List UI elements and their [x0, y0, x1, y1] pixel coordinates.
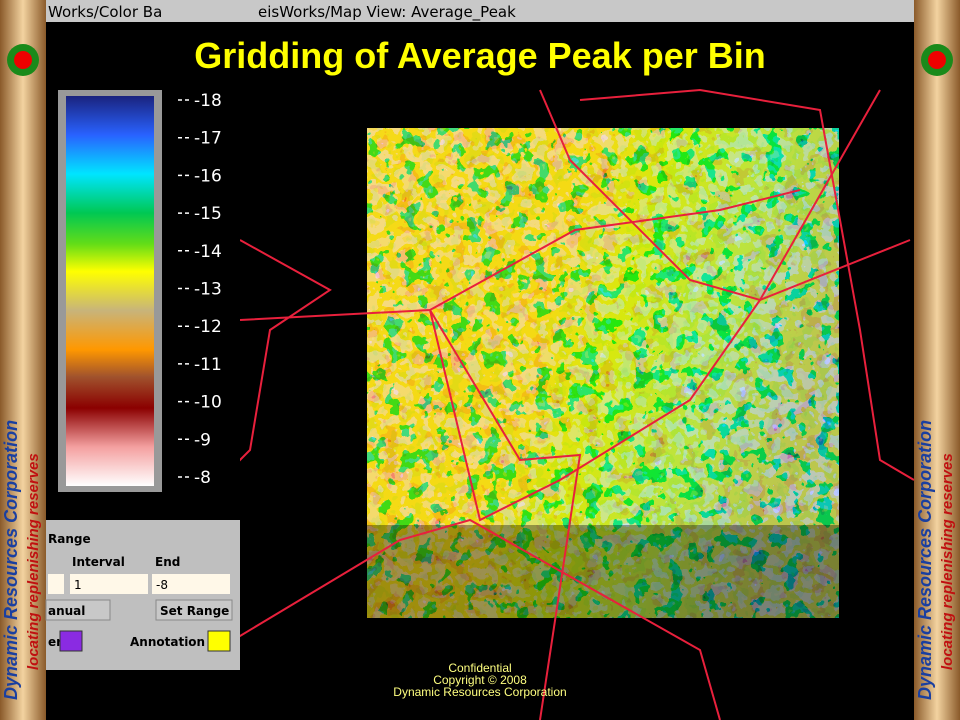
interval-value: 1 [74, 578, 82, 592]
colorbar-label: -14 [194, 242, 222, 262]
set-range-button[interactable] [155, 599, 233, 621]
logo [7, 44, 953, 76]
interval-input[interactable] [70, 574, 148, 594]
map [199, 88, 915, 720]
interval-label: Interval [72, 555, 125, 569]
colorbar-label: -13 [194, 280, 222, 300]
colorbar [66, 96, 154, 486]
colorbar-label: -18 [194, 91, 222, 111]
colorbar-window-title: Works/Color Ba [48, 3, 162, 21]
set-range-label: Set Range [160, 604, 229, 618]
colorbar-label: -9 [194, 430, 211, 450]
banner-tagline: locating replenishing reserves [939, 453, 956, 670]
end-input[interactable] [152, 574, 230, 594]
colorbar-label: -10 [194, 393, 222, 413]
border-swatch[interactable] [59, 630, 83, 652]
border-label: er [48, 635, 62, 649]
map-titlebar [240, 0, 914, 22]
mode-button-label: anual [48, 604, 85, 618]
colorbar-label: -17 [194, 129, 222, 149]
banner-company: Dynamic Resources Corporation [915, 420, 935, 700]
colorbar-label: -16 [194, 166, 222, 186]
range-heading: Range [48, 532, 91, 546]
end-value: -8 [156, 578, 168, 592]
mode-button[interactable] [45, 599, 111, 621]
footer-confidential: Confidential [448, 661, 511, 675]
colorbar-label: -12 [194, 317, 222, 337]
annotation-label: Annotation [130, 635, 205, 649]
colorbar-titlebar [46, 0, 240, 22]
map-window-title: eisWorks/Map View: Average_Peak [258, 3, 516, 22]
left-banner [0, 0, 46, 720]
footer-copyright: Copyright © 2008 [433, 673, 527, 687]
colorbar-label: -8 [194, 468, 211, 488]
slide-title: Gridding of Average Peak per Bin [194, 35, 765, 76]
right-banner [914, 0, 960, 720]
colorbar-label: -11 [194, 355, 222, 375]
footer-company: Dynamic Resources Corporation [393, 685, 566, 699]
colorbar-label: -15 [194, 204, 222, 224]
start-input[interactable] [48, 574, 64, 594]
end-label: End [155, 555, 180, 569]
banner-tagline: locating replenishing reserves [25, 453, 42, 670]
banner-company: Dynamic Resources Corporation [1, 420, 21, 700]
annotation-swatch[interactable] [207, 630, 231, 652]
